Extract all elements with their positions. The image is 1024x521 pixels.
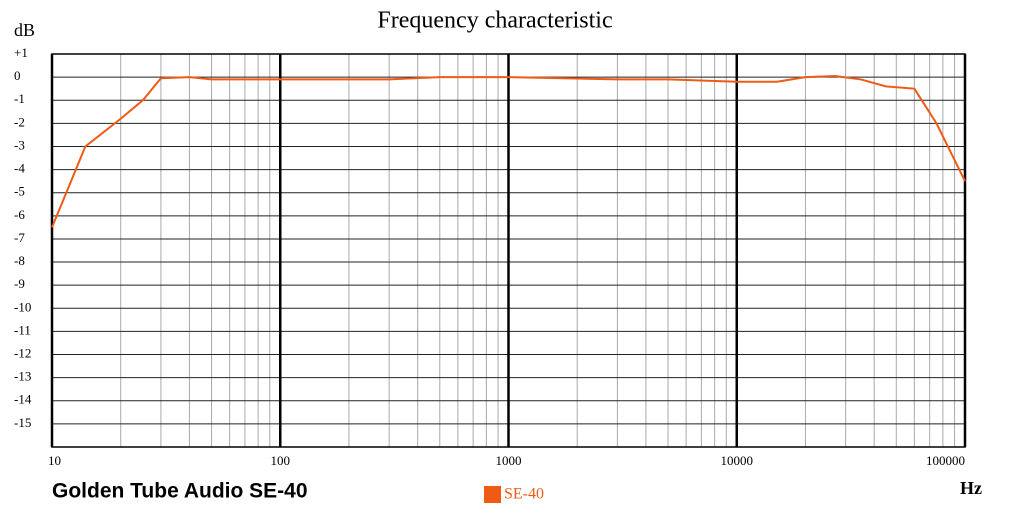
y-tick-label: -13	[14, 369, 31, 384]
y-tick-label: -2	[14, 114, 25, 129]
y-tick-label: -5	[14, 184, 25, 199]
plot-frame	[51, 53, 966, 448]
y-tick-label: -14	[14, 392, 32, 407]
y-tick-label: -9	[14, 276, 25, 291]
y-tick-label: -3	[14, 137, 25, 152]
y-tick-label: -11	[14, 322, 31, 337]
x-tick-label: 100	[271, 453, 291, 468]
data-line	[51, 74, 966, 228]
y-tick-label: -15	[14, 415, 31, 430]
legend-label: SE-40	[504, 486, 544, 503]
y-axis-label: dB	[14, 20, 35, 40]
x-tick-label: 100000	[926, 453, 965, 468]
y-tick-label: -12	[14, 346, 31, 361]
y-tick-label: -4	[14, 161, 25, 176]
x-axis-label: Hz	[960, 478, 982, 498]
y-tick-label: -6	[14, 207, 25, 222]
x-tick-label: 10	[48, 453, 61, 468]
y-tick-label: -7	[14, 230, 25, 245]
y-tick-label: -8	[14, 253, 25, 268]
y-tick-label: 0	[14, 68, 21, 83]
y-tick-label: -10	[14, 299, 31, 314]
chart-title: Frequency characteristic	[377, 8, 612, 34]
legend-swatch	[484, 486, 501, 503]
x-tick-label: 1000	[496, 453, 522, 468]
y-tick-label: -1	[14, 91, 25, 106]
x-tick-label: 10000	[721, 453, 754, 468]
y-tick-label: +1	[14, 45, 28, 60]
annotation: Golden Tube Audio SE-40	[52, 480, 308, 503]
